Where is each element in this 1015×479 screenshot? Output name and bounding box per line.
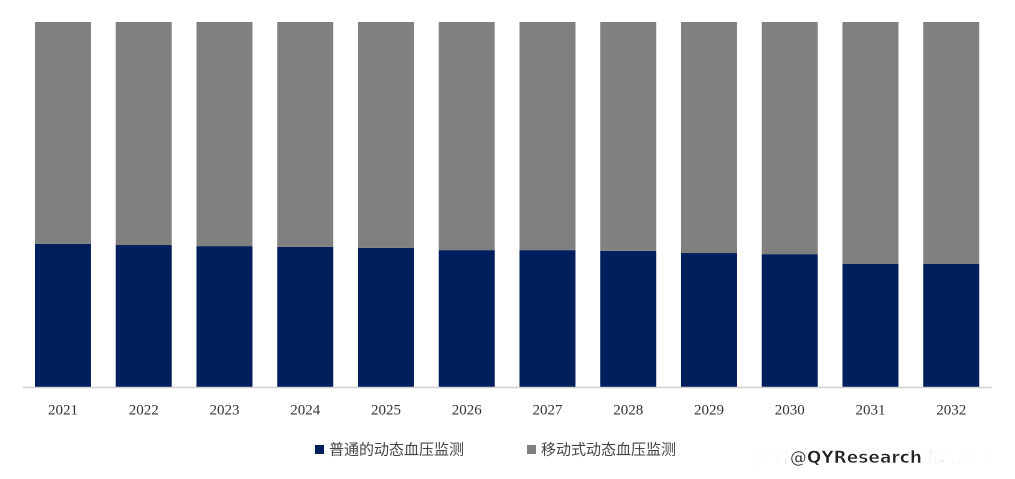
bar-segment xyxy=(519,250,576,387)
bar-segment xyxy=(357,22,414,248)
x-tick-label: 2021 xyxy=(48,402,78,418)
bar-segment xyxy=(600,250,657,387)
legend-swatch xyxy=(315,445,324,454)
bar-segment xyxy=(115,22,172,246)
bar-segment xyxy=(842,22,899,264)
bar-segment xyxy=(923,263,980,387)
bar-segment xyxy=(196,22,253,247)
x-tick-label: 2025 xyxy=(371,402,401,418)
bar-segment xyxy=(680,253,737,387)
bar-segment xyxy=(761,254,818,387)
bar-segment xyxy=(680,22,737,254)
legend-swatch xyxy=(527,445,536,454)
bar-segment xyxy=(600,22,657,251)
bar-segment xyxy=(842,263,899,387)
bar-segment xyxy=(438,250,495,387)
x-tick-label: 2032 xyxy=(936,402,966,418)
bar-segment xyxy=(34,243,91,387)
watermark: 搜狐号@QYResearch市场洞察 xyxy=(739,447,991,468)
bar-segment xyxy=(196,246,253,387)
bar-segment xyxy=(277,246,334,387)
x-tick-label: 2023 xyxy=(209,402,239,418)
bar-segment xyxy=(277,22,334,247)
bar-segment xyxy=(115,245,172,387)
x-tick-label: 2031 xyxy=(855,402,885,418)
legend-label: 移动式动态血压监测 xyxy=(541,441,676,459)
x-tick-label: 2027 xyxy=(532,402,563,418)
bar-segment xyxy=(34,22,91,244)
x-tick-label: 2029 xyxy=(694,402,724,418)
bar-segment xyxy=(761,22,818,255)
x-tick-label: 2030 xyxy=(775,402,805,418)
x-tick-label: 2026 xyxy=(452,402,483,418)
x-tick-label: 2024 xyxy=(290,402,321,418)
bar-segment xyxy=(519,22,576,251)
x-tick-label: 2022 xyxy=(129,402,159,418)
x-tick-label: 2028 xyxy=(613,402,643,418)
legend-label: 普通的动态血压监测 xyxy=(329,441,464,459)
bar-segment xyxy=(357,247,414,387)
bar-segment xyxy=(923,22,980,264)
bar-segment xyxy=(438,22,495,251)
